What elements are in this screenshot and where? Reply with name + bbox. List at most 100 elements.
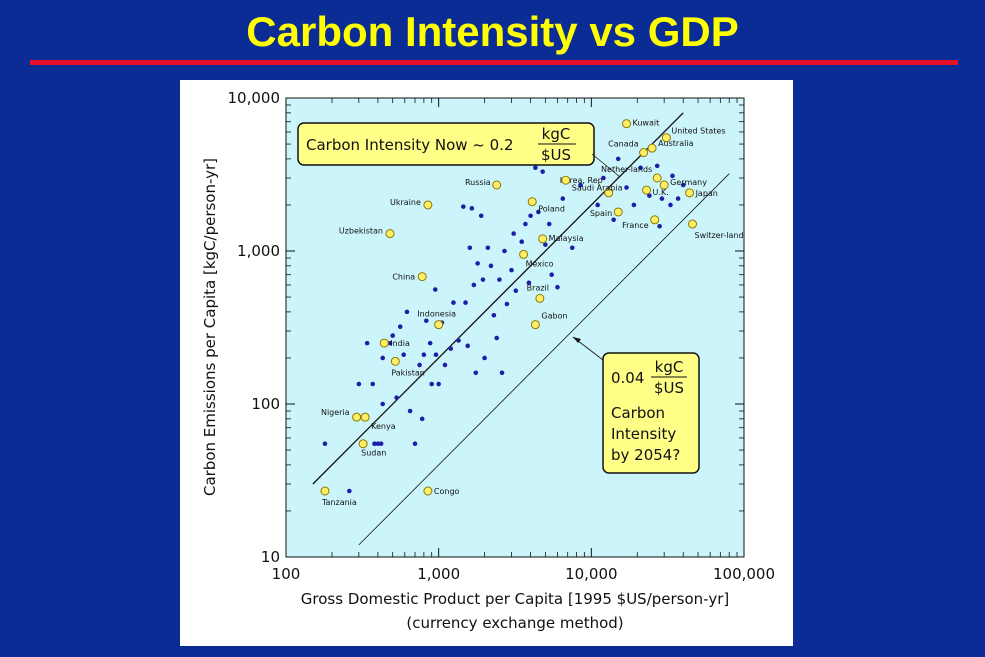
data-point <box>387 340 393 346</box>
labeled-data-point <box>538 234 548 244</box>
labeled-data-point <box>561 175 571 185</box>
callout-future-value: 0.04 <box>611 369 644 387</box>
data-point <box>595 202 600 208</box>
labeled-data-point <box>661 133 671 143</box>
point-label: Mexico <box>526 259 554 268</box>
callout-future-box <box>602 352 700 474</box>
x-tick-label: 10,000 <box>565 565 618 583</box>
data-point <box>424 318 429 324</box>
callout-future: 0.04 kgC $US Carbon Intensity by 2054? <box>572 336 700 474</box>
data-point <box>451 300 456 305</box>
data-point <box>463 300 468 305</box>
data-point <box>624 185 629 190</box>
data-point <box>364 340 370 346</box>
data-point <box>378 441 384 447</box>
point-label: Gabon <box>541 312 567 321</box>
labeled-data-point <box>613 207 623 217</box>
data-point <box>401 352 406 358</box>
labeled-data-point <box>492 180 502 190</box>
data-point <box>540 169 545 174</box>
data-point <box>491 312 497 318</box>
data-point <box>560 196 566 201</box>
data-point <box>555 284 560 290</box>
data-point <box>432 287 438 292</box>
data-point <box>631 202 637 208</box>
labeled-data-point <box>642 185 652 195</box>
data-point <box>509 267 514 273</box>
data-point <box>429 381 434 387</box>
data-point <box>569 245 575 251</box>
trend-line-now <box>312 112 684 485</box>
data-point <box>657 224 662 229</box>
labeled-data-point <box>434 320 444 330</box>
data-point <box>419 416 425 422</box>
callout-now-box <box>297 122 595 166</box>
labeled-data-point <box>535 293 545 303</box>
point-label: Russia <box>465 178 491 187</box>
x-tick-label: 100 <box>272 565 301 583</box>
point-label: Brazil <box>527 283 549 292</box>
data-point <box>404 309 410 315</box>
trend-line-2054 <box>358 173 730 546</box>
data-point <box>356 381 362 387</box>
labeled-data-point <box>530 320 540 330</box>
labeled-data-point <box>688 219 698 229</box>
y-tick-label: 10,000 <box>228 89 281 107</box>
data-point <box>465 343 471 349</box>
x-tick-label: 100,000 <box>713 565 775 583</box>
labeled-data-point <box>519 249 529 259</box>
data-point <box>543 242 548 247</box>
point-label: Congo <box>434 487 460 496</box>
labeled-data-point <box>379 338 389 348</box>
data-point <box>488 263 494 269</box>
labeled-data-point <box>604 188 614 198</box>
labeled-data-point <box>622 119 632 129</box>
labeled-data-point <box>358 439 368 449</box>
y-tick-labels: 10 100 1,000 10,000 <box>228 89 281 566</box>
data-point <box>615 156 621 162</box>
slide-title: Carbon Intensity vs GDP <box>246 8 739 55</box>
point-label: Nether-lands <box>601 165 652 174</box>
point-label: India <box>390 339 410 348</box>
data-point <box>497 277 502 282</box>
data-point <box>433 352 439 358</box>
data-point <box>412 441 418 447</box>
data-point <box>546 221 552 227</box>
chart-figure: 100 1,000 10,000 100,000 10 100 1,000 10,000 K… <box>180 80 793 646</box>
labeled-data-point <box>352 412 362 422</box>
point-label: Ukraine <box>390 198 421 207</box>
unlabeled-points <box>322 156 686 494</box>
labeled-data-point <box>659 180 669 190</box>
labeled-data-point <box>423 200 433 210</box>
point-label: Germany <box>670 178 707 187</box>
callout-now-pointer <box>591 153 621 178</box>
point-label: Switzer-land <box>695 231 744 240</box>
data-point <box>375 441 381 447</box>
data-point <box>675 196 681 201</box>
point-label: Canada <box>608 140 639 149</box>
callout-future-line-3: by 2054? <box>611 446 680 464</box>
labeled-data-point <box>320 486 330 496</box>
data-point <box>397 324 403 330</box>
data-point <box>680 182 686 188</box>
data-point <box>502 248 507 254</box>
callout-now-num: kgC <box>542 125 571 143</box>
data-point <box>471 282 477 288</box>
data-point <box>504 301 510 307</box>
data-point <box>478 213 484 219</box>
axis-ticks <box>285 98 744 558</box>
data-point <box>523 221 528 227</box>
callout-future-line-1: Carbon <box>611 404 665 422</box>
labeled-data-point <box>647 143 657 153</box>
plot-area <box>285 97 745 558</box>
data-point <box>372 441 377 447</box>
callout-now-den: $US <box>541 146 571 164</box>
data-point <box>380 355 386 361</box>
data-point <box>638 165 643 171</box>
labeled-data-point <box>652 173 662 183</box>
data-point <box>407 408 413 414</box>
data-point <box>421 352 427 358</box>
data-point <box>394 395 399 400</box>
data-point <box>519 239 525 245</box>
labeled-data-point <box>417 272 427 282</box>
